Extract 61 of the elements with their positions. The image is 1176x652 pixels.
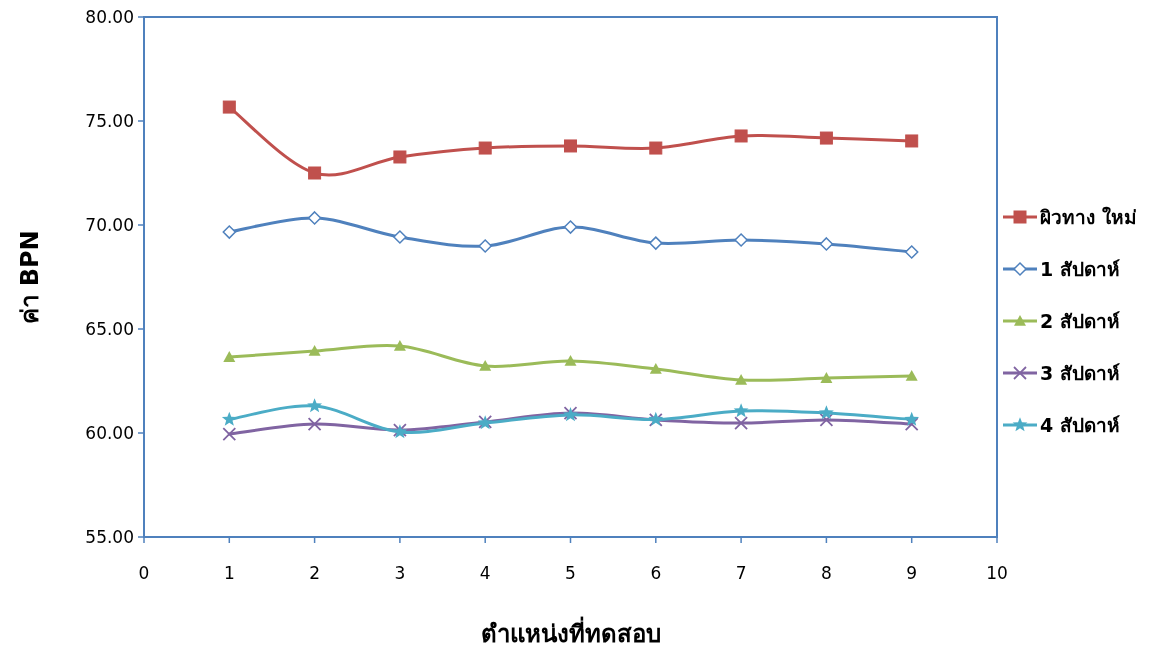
point (307, 211, 322, 225)
point (820, 372, 833, 383)
point (735, 373, 748, 385)
point (307, 398, 323, 413)
point (393, 230, 407, 244)
point (905, 370, 918, 381)
point (819, 131, 833, 145)
point (905, 134, 919, 148)
point (563, 220, 578, 234)
legend-label: 2 สัปดาห์ (1040, 310, 1120, 332)
point (222, 427, 237, 441)
point (222, 100, 236, 114)
y-tick-label: 80.00 (85, 7, 134, 27)
legend-label: 4 สัปดาห์ (1040, 414, 1120, 436)
point (222, 225, 237, 239)
x-tick-label: 0 (138, 563, 150, 583)
point (393, 150, 407, 164)
x-tick-label: 8 (820, 563, 832, 583)
point (734, 233, 748, 247)
y-axis-title: ค่า BPN (16, 230, 44, 324)
x-tick-label: 10 (986, 563, 1008, 583)
point (819, 413, 834, 427)
point (478, 239, 492, 253)
y-tick-label: 55.00 (85, 527, 134, 547)
x-tick-label: 4 (479, 563, 491, 583)
point (564, 355, 577, 366)
point (223, 351, 236, 362)
point (904, 411, 920, 426)
legend-label: 3 สัปดาห์ (1040, 362, 1120, 384)
point (649, 362, 662, 374)
point (393, 340, 406, 351)
legend-label: ผิวทาง ใหม่ (1040, 206, 1137, 228)
x-tick-label: 7 (735, 563, 747, 583)
point (733, 403, 749, 418)
x-tick-label: 5 (565, 563, 576, 583)
x-tick-label: 6 (650, 563, 662, 583)
x-tick-label: 3 (394, 563, 406, 583)
point (649, 141, 663, 155)
point (307, 417, 322, 431)
y-tick-label: 60.00 (85, 423, 134, 443)
point (308, 166, 322, 180)
point (904, 417, 919, 431)
point (564, 139, 577, 153)
x-tick-label: 9 (906, 563, 918, 583)
y-tick-label: 75.00 (85, 111, 134, 131)
point (479, 360, 492, 371)
x-tick-label: 1 (223, 563, 235, 583)
x-tick-label: 2 (309, 563, 321, 583)
x-axis-title: ตำแหน่งที่ทดสอบ (480, 616, 661, 648)
point (734, 416, 748, 430)
point (904, 245, 919, 259)
point (221, 411, 237, 426)
point (649, 236, 663, 250)
y-tick-label: 65.00 (85, 319, 134, 339)
legend-label: 1 สัปดาห์ (1040, 258, 1120, 280)
point (818, 405, 834, 420)
point (308, 345, 321, 356)
point (478, 141, 492, 155)
point (734, 129, 748, 143)
y-tick-label: 70.00 (85, 215, 134, 235)
point (819, 237, 834, 251)
